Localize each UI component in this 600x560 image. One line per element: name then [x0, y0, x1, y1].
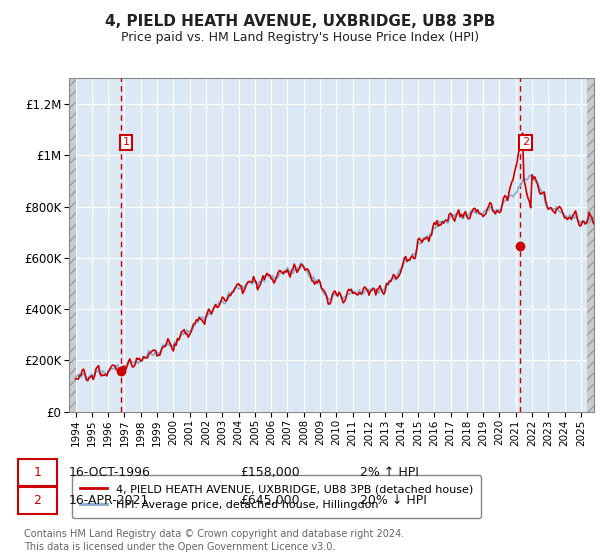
Text: 16-APR-2021: 16-APR-2021	[69, 494, 149, 507]
Text: 16-OCT-1996: 16-OCT-1996	[69, 466, 151, 479]
Legend: 4, PIELD HEATH AVENUE, UXBRIDGE, UB8 3PB (detached house), HPI: Average price, d: 4, PIELD HEATH AVENUE, UXBRIDGE, UB8 3PB…	[72, 475, 481, 518]
Text: £158,000: £158,000	[240, 466, 300, 479]
Text: 2: 2	[33, 494, 41, 507]
Text: Contains HM Land Registry data © Crown copyright and database right 2024.
This d: Contains HM Land Registry data © Crown c…	[24, 529, 404, 552]
Bar	[587, 78, 594, 412]
Text: £645,000: £645,000	[240, 494, 299, 507]
Text: 20% ↓ HPI: 20% ↓ HPI	[360, 494, 427, 507]
Bar	[69, 78, 76, 412]
Text: 2: 2	[522, 137, 529, 147]
Text: 4, PIELD HEATH AVENUE, UXBRIDGE, UB8 3PB: 4, PIELD HEATH AVENUE, UXBRIDGE, UB8 3PB	[105, 14, 495, 29]
Text: 2% ↑ HPI: 2% ↑ HPI	[360, 466, 419, 479]
Text: Price paid vs. HM Land Registry's House Price Index (HPI): Price paid vs. HM Land Registry's House …	[121, 31, 479, 44]
Text: 1: 1	[122, 137, 130, 147]
Text: 1: 1	[33, 466, 41, 479]
